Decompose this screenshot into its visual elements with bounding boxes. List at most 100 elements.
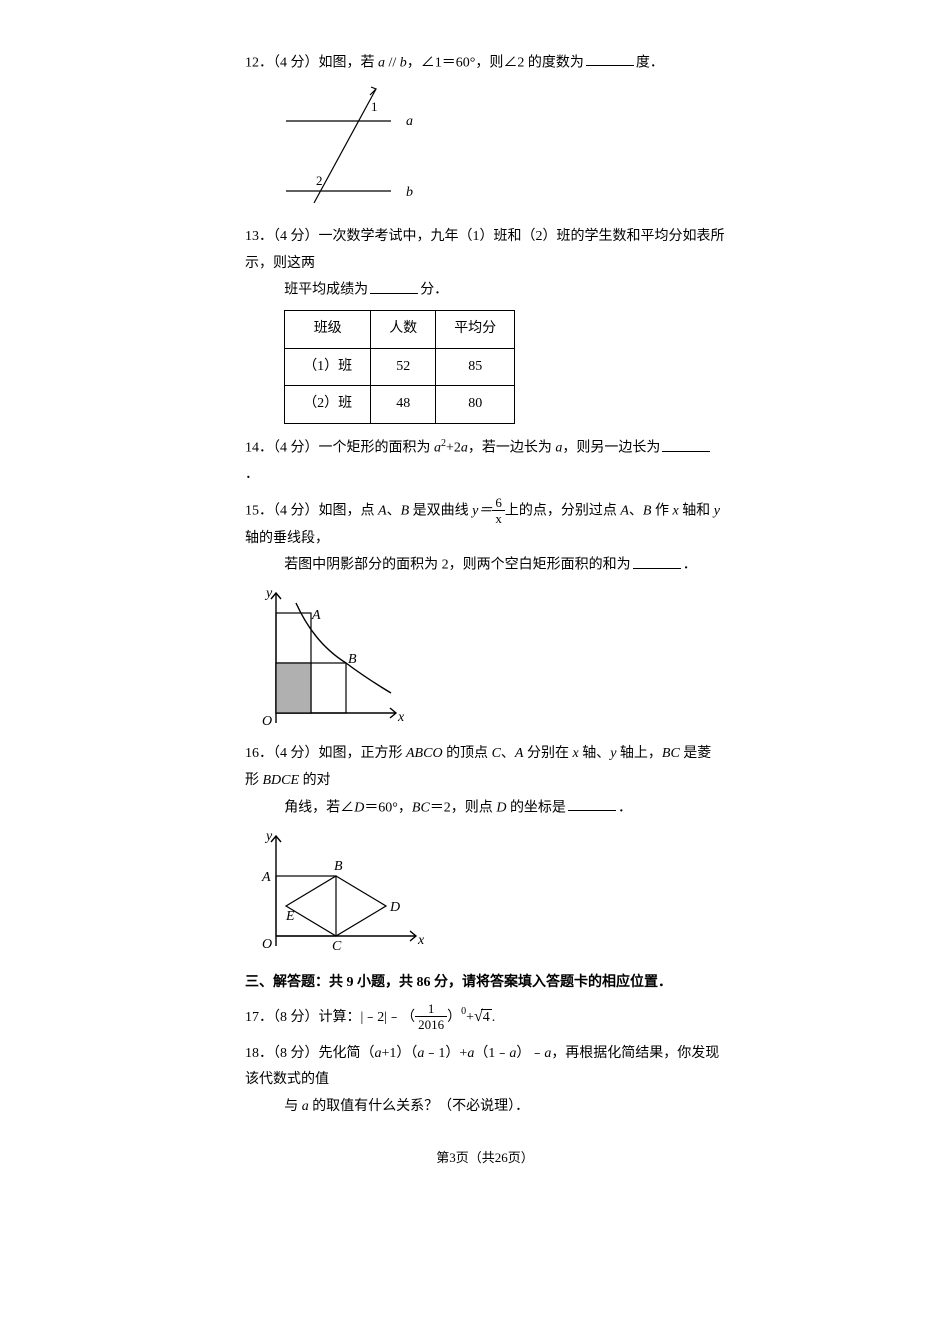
- q15-A2: A: [620, 504, 629, 519]
- q15-B: B: [401, 504, 410, 519]
- q17-stem: 17．（8 分）计算：|﹣2|﹣（12016）0+√4.: [245, 1002, 725, 1032]
- q15-cont: 若图中阴影部分的面积为 2，则两个空白矩形面积的和为: [284, 558, 631, 573]
- q15-num: 15: [245, 504, 259, 519]
- q15-tail: ．: [683, 558, 697, 573]
- q13-tail: 分．: [420, 283, 448, 298]
- q12-fig-label-b: b: [406, 185, 413, 200]
- q16-t4: 轴、: [579, 746, 611, 761]
- q13-h0: 班级: [285, 311, 371, 349]
- q16-c2: ＝60°，: [364, 800, 412, 815]
- q15-figure: A B O y x: [256, 583, 725, 733]
- table-header-row: 班级 人数 平均分: [285, 311, 515, 349]
- q15-yeq: y＝: [472, 504, 492, 519]
- q18-num: 18: [245, 1046, 259, 1061]
- q18-t3: ﹣1）+: [424, 1046, 467, 1061]
- q18-a1: a: [375, 1046, 382, 1061]
- q15-fig-y: y: [264, 586, 273, 601]
- q15-t2: 是双曲线: [409, 504, 472, 519]
- q13-h2: 平均分: [436, 311, 515, 349]
- q17-points: （8 分）: [273, 1010, 319, 1025]
- q17-t2: ）: [447, 1010, 461, 1025]
- q18-stem-l2: 与 a 的取值有什么关系？（不必说理）．: [284, 1094, 725, 1121]
- q12-fig-label-a: a: [406, 114, 413, 129]
- q13-r1c1: 48: [371, 386, 436, 424]
- q15-d1: 、: [387, 504, 401, 519]
- q18-t2: +1）（: [382, 1046, 418, 1061]
- q16-stem-l1: 16．（4 分）如图，正方形 ABCO 的顶点 C、A 分别在 x 轴、y 轴上…: [245, 741, 725, 794]
- q16-t7: 的对: [299, 773, 331, 788]
- question-14: 14．（4 分）一个矩形的面积为 a2+2a，若一边长为 a，则另一边长为．: [245, 434, 725, 489]
- q14-p2a: +2: [446, 441, 461, 456]
- q12-blank: [586, 50, 634, 66]
- q12-num: 12: [245, 55, 259, 70]
- q13-r0c2: 85: [436, 348, 515, 386]
- q15-t4: 作: [651, 504, 672, 519]
- q16-fig-O: O: [262, 937, 272, 952]
- q14-t3: ，则另一边长为: [562, 441, 660, 456]
- q18-c2: 的取值有什么关系？（不必说理）．: [309, 1099, 530, 1114]
- q13-table: 班级 人数 平均分 （1）班 52 85 （2）班 48 80: [284, 310, 515, 424]
- section-3-heading: 三、解答题：共 9 小题，共 86 分，请将答案填入答题卡的相应位置．: [245, 970, 725, 997]
- q15-A: A: [378, 504, 387, 519]
- q15-stem-l2: 若图中阴影部分的面积为 2，则两个空白矩形面积的和为 ．: [284, 552, 725, 579]
- q12-t2: ，∠1＝60°，则∠2 的度数为: [407, 55, 584, 70]
- q16-C: C: [492, 746, 501, 761]
- q18-c1: 与: [284, 1099, 302, 1114]
- q15-fig-x: x: [397, 710, 405, 725]
- q13-stem-l1: 13．（4 分）一次数学考试中，九年（1）班和（2）班的学生数和平均分如表所示，…: [245, 224, 725, 277]
- q12-figure: 1 a 2 b: [276, 81, 725, 216]
- q14-a2: a: [434, 441, 441, 456]
- q12-t1: 如图，若: [319, 55, 379, 70]
- q16-d1: 、: [501, 746, 515, 761]
- q16-D: D: [354, 800, 364, 815]
- q17-num: 17: [245, 1010, 259, 1025]
- q14-stem: 14．（4 分）一个矩形的面积为 a2+2a，若一边长为 a，则另一边长为．: [245, 434, 725, 489]
- footer-mid: 页（共: [456, 1150, 495, 1165]
- q13-r1c0: （2）班: [285, 386, 371, 424]
- q15-t5: 轴和: [679, 504, 714, 519]
- q12-sep: //: [385, 55, 400, 70]
- q18-t5: ）﹣: [516, 1046, 544, 1061]
- q16-t3: 分别在: [523, 746, 572, 761]
- q16-tail: ．: [618, 800, 632, 815]
- q15-t6: 轴的垂线段，: [245, 531, 329, 546]
- q12-fig-label-2: 2: [316, 173, 323, 188]
- q14-t2: ，若一边长为: [468, 441, 556, 456]
- q18-a6: a: [302, 1099, 309, 1114]
- q18-t1: 先化简（: [319, 1046, 375, 1061]
- page-footer: 第3页（共26页）: [245, 1146, 725, 1171]
- q17-fd: 2016: [415, 1017, 447, 1031]
- q12-tail: 度．: [636, 55, 664, 70]
- q16-points: （4 分）: [273, 746, 319, 761]
- footer-suf: 页）: [508, 1150, 534, 1165]
- q14-num: 14: [245, 441, 259, 456]
- q16-t1: 如图，正方形: [319, 746, 407, 761]
- q15-points: （4 分）: [273, 504, 319, 519]
- table-row: （2）班 48 80: [285, 386, 515, 424]
- q16-fig-B: B: [334, 859, 343, 874]
- q15-frac-d: x: [492, 511, 505, 525]
- q15-t1: 如图，点: [319, 504, 379, 519]
- q16-fig-C: C: [332, 939, 342, 954]
- question-16: 16．（4 分）如图，正方形 ABCO 的顶点 C、A 分别在 x 轴、y 轴上…: [245, 741, 725, 955]
- q15-t3: 上的点，分别过点: [505, 504, 621, 519]
- q14-points: （4 分）: [273, 441, 319, 456]
- question-12: 12．（4 分）如图，若 a // b，∠1＝60°，则∠2 的度数为度． 1 …: [245, 50, 725, 216]
- q16-figure: A B C D E O y x: [256, 826, 725, 956]
- q16-BDCE: BDCE: [263, 773, 300, 788]
- q16-D2: D: [496, 800, 506, 815]
- q16-t5: 轴上，: [616, 746, 662, 761]
- q15-frac: 6x: [492, 496, 505, 525]
- q14-blank: [662, 435, 710, 451]
- q16-c1: 角线，若∠: [284, 800, 354, 815]
- q16-num: 16: [245, 746, 259, 761]
- q16-BC: BC: [662, 746, 680, 761]
- q15-d2: 、: [629, 504, 643, 519]
- q16-fig-E: E: [285, 909, 295, 924]
- q18-stem-l1: 18．（8 分）先化简（a+1）（a﹣1）+a（1﹣a）﹣a，再根据化简结果，你…: [245, 1041, 725, 1094]
- q16-stem-l2: 角线，若∠D＝60°，BC＝2，则点 D 的坐标是．: [284, 795, 725, 822]
- q16-BC2: BC: [412, 800, 430, 815]
- question-13: 13．（4 分）一次数学考试中，九年（1）班和（2）班的学生数和平均分如表所示，…: [245, 224, 725, 424]
- q12-stem: 12．（4 分）如图，若 a // b，∠1＝60°，则∠2 的度数为度．: [245, 50, 725, 77]
- q15-fig-B: B: [348, 652, 357, 667]
